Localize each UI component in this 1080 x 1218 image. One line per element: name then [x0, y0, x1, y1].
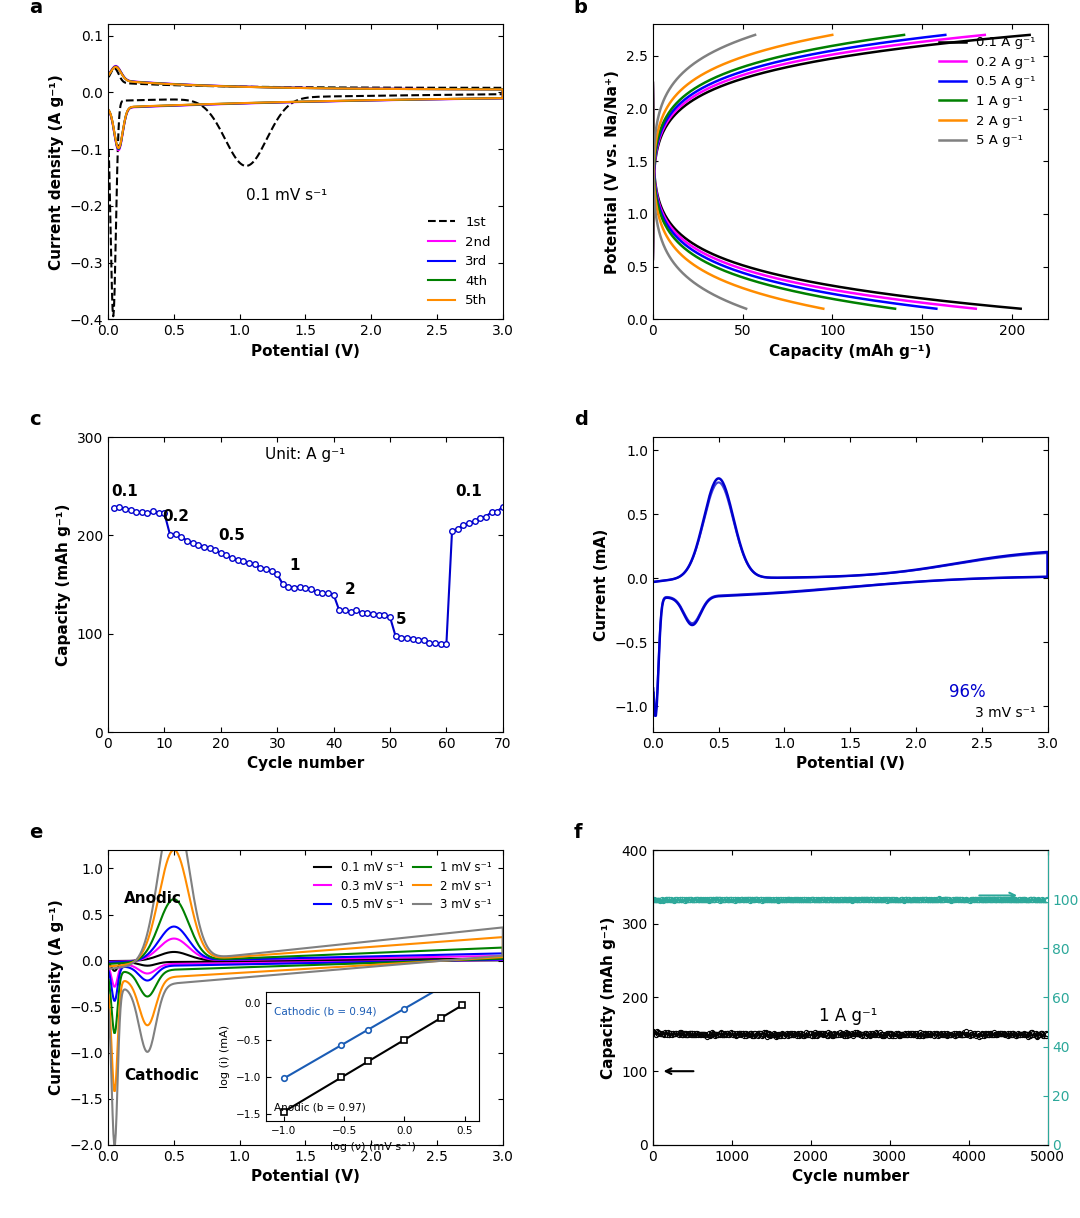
Text: 0.1 mV s⁻¹: 0.1 mV s⁻¹ [246, 188, 327, 203]
X-axis label: Capacity (mAh g⁻¹): Capacity (mAh g⁻¹) [769, 343, 931, 358]
Text: 1: 1 [288, 558, 299, 572]
Text: 0.5: 0.5 [218, 529, 245, 543]
Text: b: b [573, 0, 588, 17]
X-axis label: Cycle number: Cycle number [792, 1169, 909, 1184]
X-axis label: Potential (V): Potential (V) [796, 756, 905, 771]
Text: c: c [29, 410, 41, 430]
Text: a: a [29, 0, 42, 17]
Y-axis label: Current (mA): Current (mA) [594, 529, 609, 641]
Text: 0.1: 0.1 [111, 485, 138, 499]
Text: Anodic: Anodic [124, 892, 181, 906]
Legend: 0.1 mV s⁻¹, 0.3 mV s⁻¹, 0.5 mV s⁻¹, 1 mV s⁻¹, 2 mV s⁻¹, 3 mV s⁻¹: 0.1 mV s⁻¹, 0.3 mV s⁻¹, 0.5 mV s⁻¹, 1 mV… [309, 856, 497, 916]
Text: e: e [29, 823, 42, 842]
Text: d: d [573, 410, 588, 430]
X-axis label: Cycle number: Cycle number [246, 756, 364, 771]
Y-axis label: Potential (V vs. Na/Na⁺): Potential (V vs. Na/Na⁺) [606, 69, 620, 274]
Y-axis label: Current density (A g⁻¹): Current density (A g⁻¹) [49, 74, 64, 269]
Legend: 0.1 A g⁻¹, 0.2 A g⁻¹, 0.5 A g⁻¹, 1 A g⁻¹, 2 A g⁻¹, 5 A g⁻¹: 0.1 A g⁻¹, 0.2 A g⁻¹, 0.5 A g⁻¹, 1 A g⁻¹… [934, 30, 1041, 152]
X-axis label: Potential (V): Potential (V) [251, 1169, 360, 1184]
Text: 2: 2 [346, 582, 356, 598]
Y-axis label: Capacity (mAh g⁻¹): Capacity (mAh g⁻¹) [600, 916, 616, 1079]
Text: 0.2: 0.2 [162, 509, 189, 524]
Text: 5: 5 [396, 611, 406, 627]
Text: 0.1: 0.1 [456, 485, 483, 499]
Y-axis label: Capacity (mAh g⁻¹): Capacity (mAh g⁻¹) [56, 503, 71, 666]
Legend: 1st, 2nd, 3rd, 4th, 5th: 1st, 2nd, 3rd, 4th, 5th [423, 211, 496, 313]
Text: 3 mV s⁻¹: 3 mV s⁻¹ [975, 706, 1036, 720]
Text: f: f [573, 823, 582, 842]
X-axis label: Potential (V): Potential (V) [251, 343, 360, 358]
Text: 96%: 96% [949, 683, 986, 700]
Text: Unit: A g⁻¹: Unit: A g⁻¹ [266, 447, 346, 462]
Text: 1 A g⁻¹: 1 A g⁻¹ [819, 1007, 877, 1026]
Text: Cathodic: Cathodic [124, 1068, 199, 1083]
Y-axis label: Current density (A g⁻¹): Current density (A g⁻¹) [49, 900, 64, 1095]
